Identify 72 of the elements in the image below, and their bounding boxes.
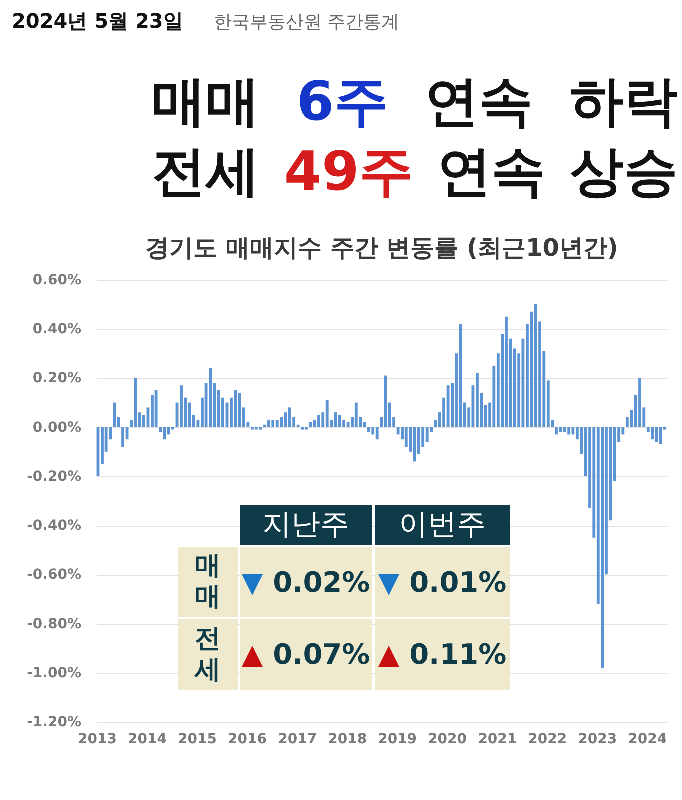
bar: [534, 304, 538, 428]
bar: [384, 376, 388, 428]
y-tick-label: -0.80%: [27, 616, 82, 632]
bar: [555, 427, 558, 435]
x-tick-label: 2014: [128, 732, 168, 748]
bar: [505, 316, 508, 428]
y-tick-label: -1.00%: [27, 665, 82, 682]
bar: [238, 392, 242, 428]
y-tick-label: -0.60%: [27, 567, 82, 584]
annotation: ▼ 0.02%: [242, 566, 370, 598]
bar: [476, 373, 479, 428]
y-tick-label: 0.60%: [32, 272, 82, 288]
x-tick-label: 2020: [428, 732, 468, 748]
x-tick-label: 2013: [78, 732, 117, 748]
bar: [154, 390, 158, 428]
bar: [318, 415, 320, 428]
bar: [134, 378, 138, 428]
x-tick-label: 2022: [528, 732, 568, 748]
bar: [301, 427, 304, 430]
y-tick-label: -0.20%: [27, 468, 82, 485]
x-tick-label: 2015: [178, 732, 217, 748]
annotation: 지난주: [262, 506, 350, 543]
bar: [309, 422, 312, 428]
bar: [180, 386, 183, 428]
bar: [376, 427, 379, 440]
x-tick-label: 2018: [328, 732, 368, 748]
bar: [651, 427, 654, 440]
y-tick-label: 0.40%: [32, 322, 82, 338]
annotation: 전세: [194, 624, 222, 686]
bar: [338, 415, 342, 428]
bar: [254, 427, 258, 430]
bar: [288, 408, 292, 428]
annotation: ▼ 0.01%: [378, 566, 507, 598]
bar: [326, 400, 329, 428]
bar: [276, 420, 279, 428]
y-tick-label: 0.00%: [32, 420, 82, 436]
text: 한국부동산원 주간통계: [214, 11, 400, 34]
bar: [250, 427, 254, 430]
bar: [209, 368, 212, 428]
annotation: 매매: [194, 551, 222, 613]
bar: [122, 427, 124, 447]
annotation: ▲ 0.07%: [242, 638, 370, 671]
y-tick-label: 0.20%: [32, 370, 82, 387]
bar: [368, 427, 370, 432]
x-tick-label: 2024: [628, 732, 668, 748]
bar: [354, 402, 358, 428]
bar: [563, 427, 566, 432]
y-tick-label: -1.20%: [27, 714, 82, 730]
x-tick-label: 2016: [228, 732, 267, 748]
chart-title: 경기도 매매지수 주간 변동률 (최근10년간): [146, 234, 618, 262]
annotation: ▲ 0.11%: [378, 638, 507, 671]
bar: [163, 427, 166, 440]
y-tick-label: -0.40%: [27, 518, 82, 534]
x-tick-label: 2017: [278, 732, 318, 748]
text: 전세 49주 연속 상승: [152, 140, 678, 203]
bar: [272, 420, 275, 428]
bar: [268, 420, 270, 428]
bar: [638, 378, 642, 428]
bar: [568, 427, 571, 435]
x-tick-label: 2019: [378, 732, 418, 748]
bar: [113, 402, 116, 428]
x-tick-label: 2021: [478, 732, 518, 748]
x-tick-label: 2023: [578, 732, 618, 748]
bar: [304, 427, 308, 430]
bar: [655, 427, 658, 442]
bar: [259, 427, 262, 430]
text: 2024년 5월 23일: [12, 8, 184, 35]
annotation: 이번주: [399, 506, 486, 543]
text: 매매 6주 연속 하락: [152, 70, 678, 133]
bar: [234, 390, 238, 428]
bar: [659, 427, 662, 445]
bar: [601, 427, 604, 668]
